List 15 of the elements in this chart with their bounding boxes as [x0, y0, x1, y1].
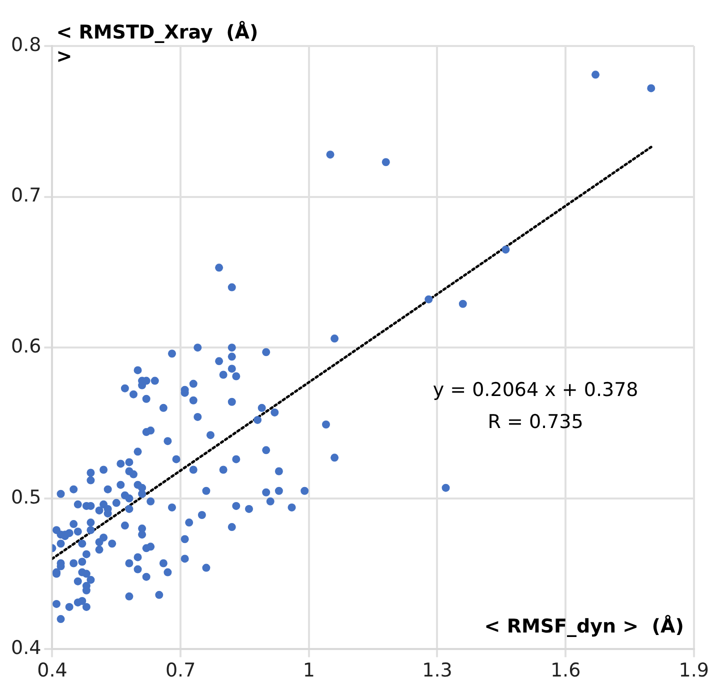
x-tick-label: 1.9	[678, 660, 709, 682]
y-tick-label: 0.4	[11, 637, 42, 660]
annotation: R = 0.735	[488, 410, 584, 433]
x-tick-label: 1.3	[422, 660, 452, 682]
x-axis-title: < RMSF_dyn > (Å)	[484, 614, 684, 638]
x-tick-label: 0.7	[165, 660, 196, 682]
annotation: y = 0.2064 x + 0.378	[432, 378, 638, 401]
y-axis-title: < RMSTD_Xray (Å) >	[56, 20, 258, 68]
y-tick-label: 0.8	[11, 34, 42, 56]
y-tick-label: 0.7	[11, 184, 42, 207]
y-tick-label: 0.6	[11, 336, 42, 358]
y-tick-label: 0.5	[11, 486, 42, 508]
x-tick-label: 1	[302, 660, 315, 682]
x-tick-label: 0.4	[37, 660, 68, 682]
x-tick-label: 1.6	[550, 660, 581, 682]
